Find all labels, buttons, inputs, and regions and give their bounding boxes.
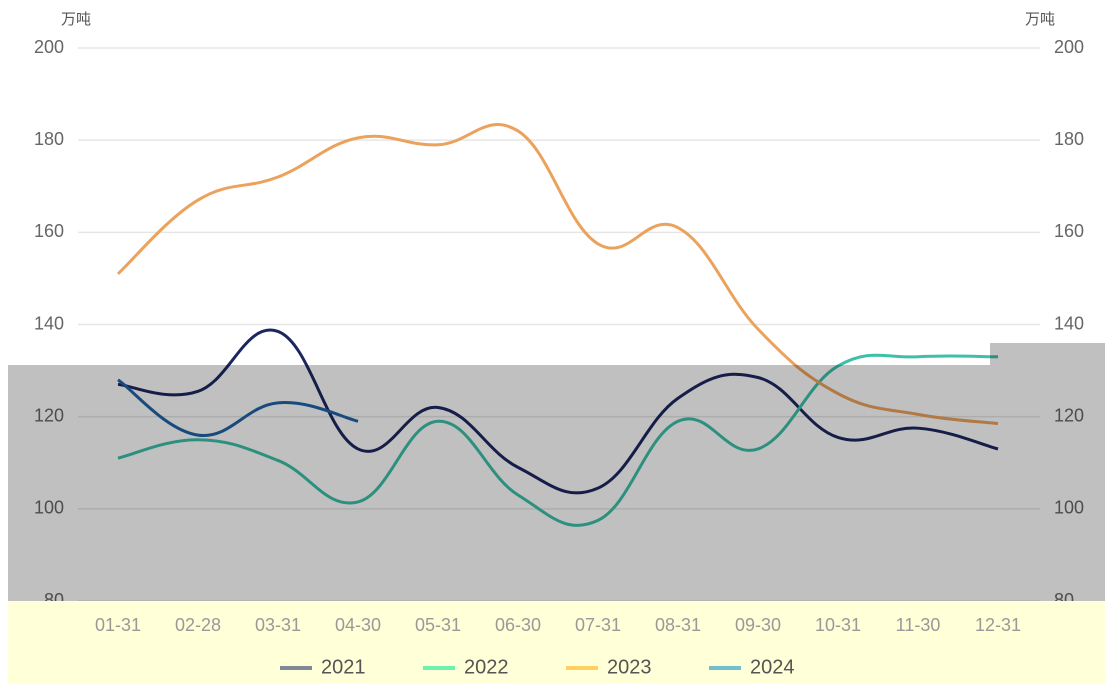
y2-tick-label: 200	[1054, 37, 1084, 57]
x-tick-label: 07-31	[575, 615, 621, 635]
x-tick-label: 04-30	[335, 615, 381, 635]
y2-unit: 万吨	[1025, 11, 1055, 28]
legend-label: 2022	[464, 656, 509, 678]
x-tick-label: 03-31	[255, 615, 301, 635]
x-tick-label: 01-31	[95, 615, 141, 635]
x-tick-label: 08-31	[655, 615, 701, 635]
x-tick-label: 09-30	[735, 615, 781, 635]
x-tick-label: 02-28	[175, 615, 221, 635]
y-tick-label: 200	[34, 37, 64, 57]
y-tick-label: 160	[34, 221, 64, 241]
legend-label: 2021	[321, 656, 366, 678]
y2-tick-label: 180	[1054, 129, 1084, 149]
y2-tick-label: 160	[1054, 221, 1084, 241]
legend-label: 2024	[750, 656, 795, 678]
y-tick-label: 180	[34, 129, 64, 149]
legend-label: 2023	[607, 656, 652, 678]
y2-tick-label: 140	[1054, 313, 1084, 333]
band	[8, 601, 1105, 684]
x-tick-label: 11-30	[896, 615, 941, 635]
x-tick-label: 12-31	[975, 615, 1021, 635]
y-tick-label: 140	[34, 313, 64, 333]
overlay	[8, 343, 1105, 601]
x-tick-label: 10-31	[815, 615, 861, 635]
y-unit: 万吨	[61, 11, 91, 28]
x-tick-label: 06-30	[495, 615, 541, 635]
x-tick-label: 05-31	[415, 615, 461, 635]
